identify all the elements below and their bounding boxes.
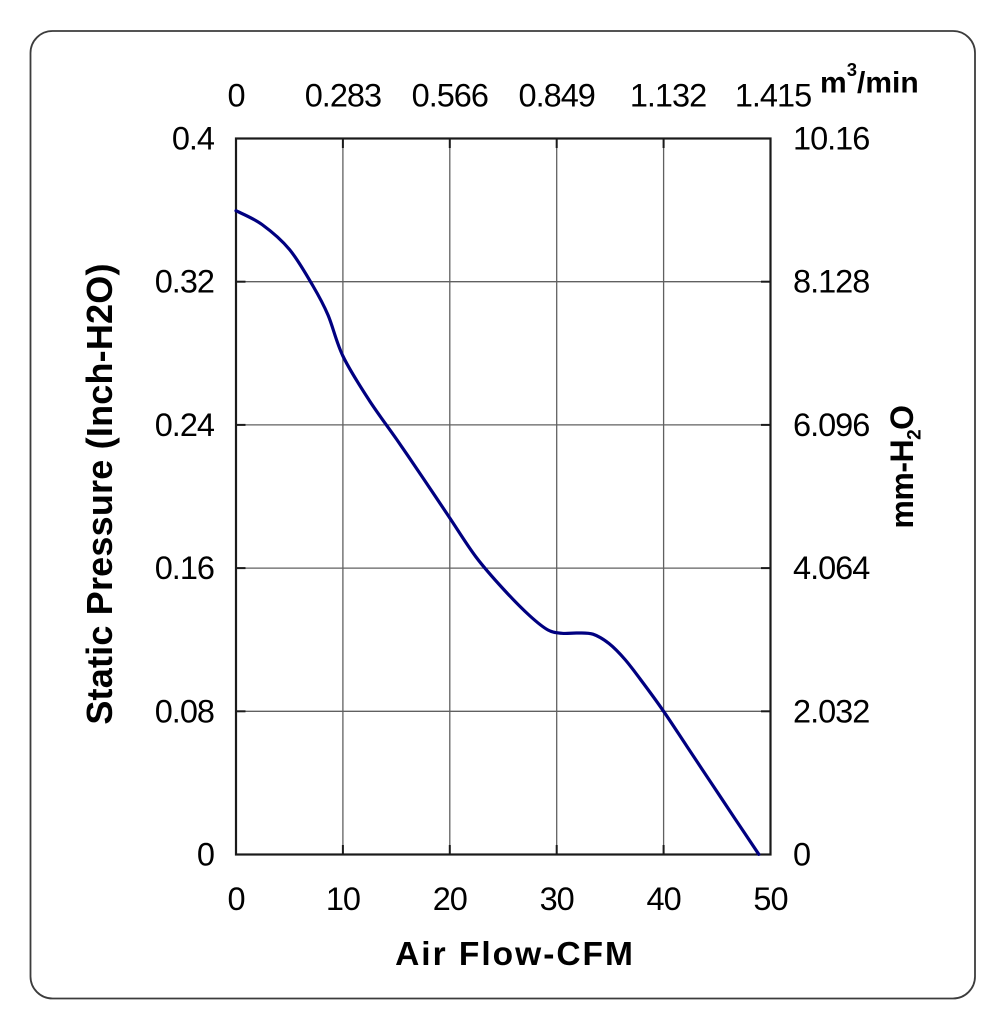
- svg-text:4.064: 4.064: [793, 550, 870, 586]
- svg-text:20: 20: [433, 881, 467, 917]
- svg-text:Air Flow-CFM: Air Flow-CFM: [395, 936, 635, 973]
- svg-text:0: 0: [227, 78, 244, 114]
- svg-text:Static Pressure (Inch-H2O): Static Pressure (Inch-H2O): [79, 263, 120, 724]
- svg-text:2.032: 2.032: [793, 693, 869, 729]
- svg-text:8.128: 8.128: [793, 264, 869, 300]
- svg-text:1.415: 1.415: [735, 78, 811, 114]
- svg-text:0.16: 0.16: [155, 550, 214, 586]
- svg-text:0.32: 0.32: [155, 264, 214, 300]
- svg-text:0: 0: [793, 837, 810, 873]
- svg-text:0.24: 0.24: [155, 407, 215, 443]
- svg-text:0.849: 0.849: [519, 78, 595, 114]
- svg-text:50: 50: [753, 881, 787, 917]
- svg-text:mm-H2O: mm-H2O: [884, 405, 926, 528]
- svg-text:6.096: 6.096: [793, 407, 869, 443]
- svg-text:0: 0: [227, 881, 244, 917]
- svg-text:30: 30: [540, 881, 574, 917]
- svg-text:0: 0: [197, 837, 214, 873]
- svg-text:40: 40: [647, 881, 681, 917]
- svg-text:0.4: 0.4: [172, 121, 215, 157]
- svg-text:0.566: 0.566: [412, 78, 488, 114]
- svg-text:0.283: 0.283: [305, 78, 381, 114]
- svg-text:10.16: 10.16: [793, 121, 869, 157]
- svg-text:0.08: 0.08: [155, 693, 214, 729]
- svg-text:m3/min: m3/min: [820, 59, 919, 99]
- svg-text:1.132: 1.132: [630, 78, 706, 114]
- svg-text:10: 10: [326, 881, 360, 917]
